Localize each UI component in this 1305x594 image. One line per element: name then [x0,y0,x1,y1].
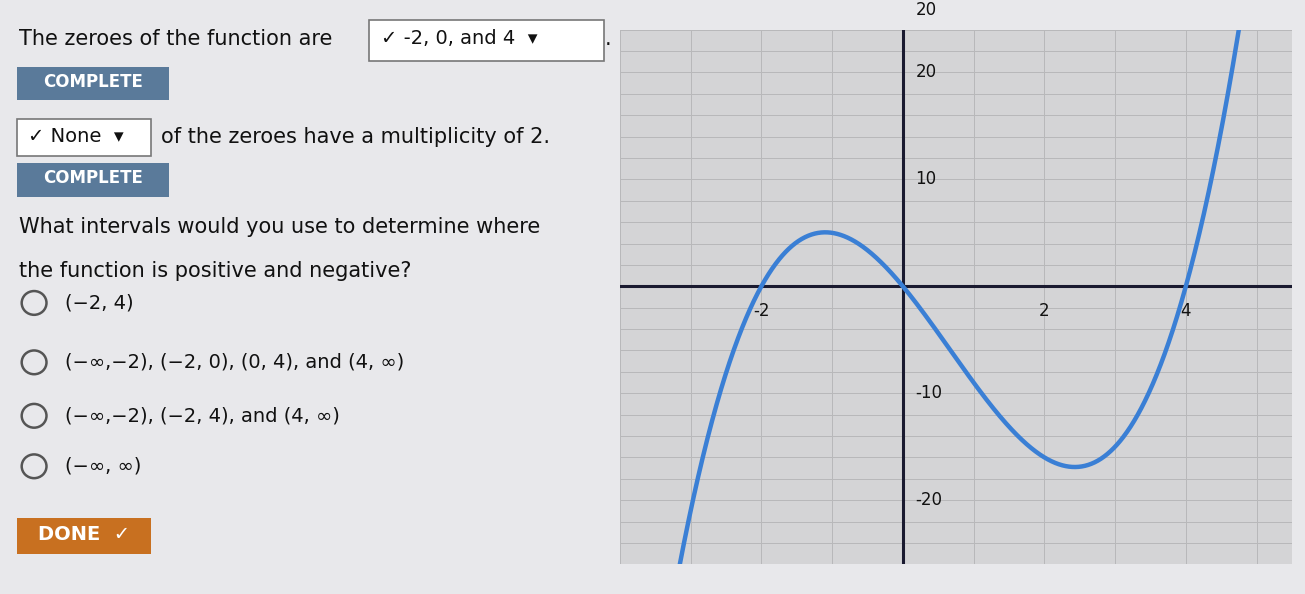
Text: .: . [604,29,611,49]
Text: -20: -20 [916,491,942,509]
Text: 10: 10 [916,170,937,188]
Text: (−∞,−2), (−2, 4), and (4, ∞): (−∞,−2), (−2, 4), and (4, ∞) [65,406,341,425]
Text: 20: 20 [916,1,937,19]
Text: (−∞,−2), (−2, 0), (0, 4), and (4, ∞): (−∞,−2), (−2, 0), (0, 4), and (4, ∞) [65,353,405,372]
FancyBboxPatch shape [17,518,150,554]
Text: ✓ None  ▾: ✓ None ▾ [27,127,124,146]
FancyBboxPatch shape [17,67,170,100]
Text: COMPLETE: COMPLETE [43,169,144,187]
Text: -2: -2 [753,302,770,320]
Text: (−∞, ∞): (−∞, ∞) [65,457,141,476]
Text: the function is positive and negative?: the function is positive and negative? [18,261,411,282]
FancyBboxPatch shape [369,20,604,61]
FancyBboxPatch shape [17,163,170,197]
Text: 2: 2 [1039,302,1049,320]
FancyBboxPatch shape [17,119,150,156]
Text: What intervals would you use to determine where: What intervals would you use to determin… [18,217,540,237]
Text: COMPLETE: COMPLETE [43,73,144,91]
Text: DONE  ✓: DONE ✓ [38,525,129,544]
Text: 4: 4 [1181,302,1191,320]
Text: (−2, 4): (−2, 4) [65,293,133,312]
Text: -10: -10 [916,384,942,402]
Text: 20: 20 [916,64,937,81]
Text: The zeroes of the function are: The zeroes of the function are [18,29,331,49]
Text: ✓ -2, 0, and 4  ▾: ✓ -2, 0, and 4 ▾ [381,29,538,48]
Text: of the zeroes have a multiplicity of 2.: of the zeroes have a multiplicity of 2. [162,127,551,147]
